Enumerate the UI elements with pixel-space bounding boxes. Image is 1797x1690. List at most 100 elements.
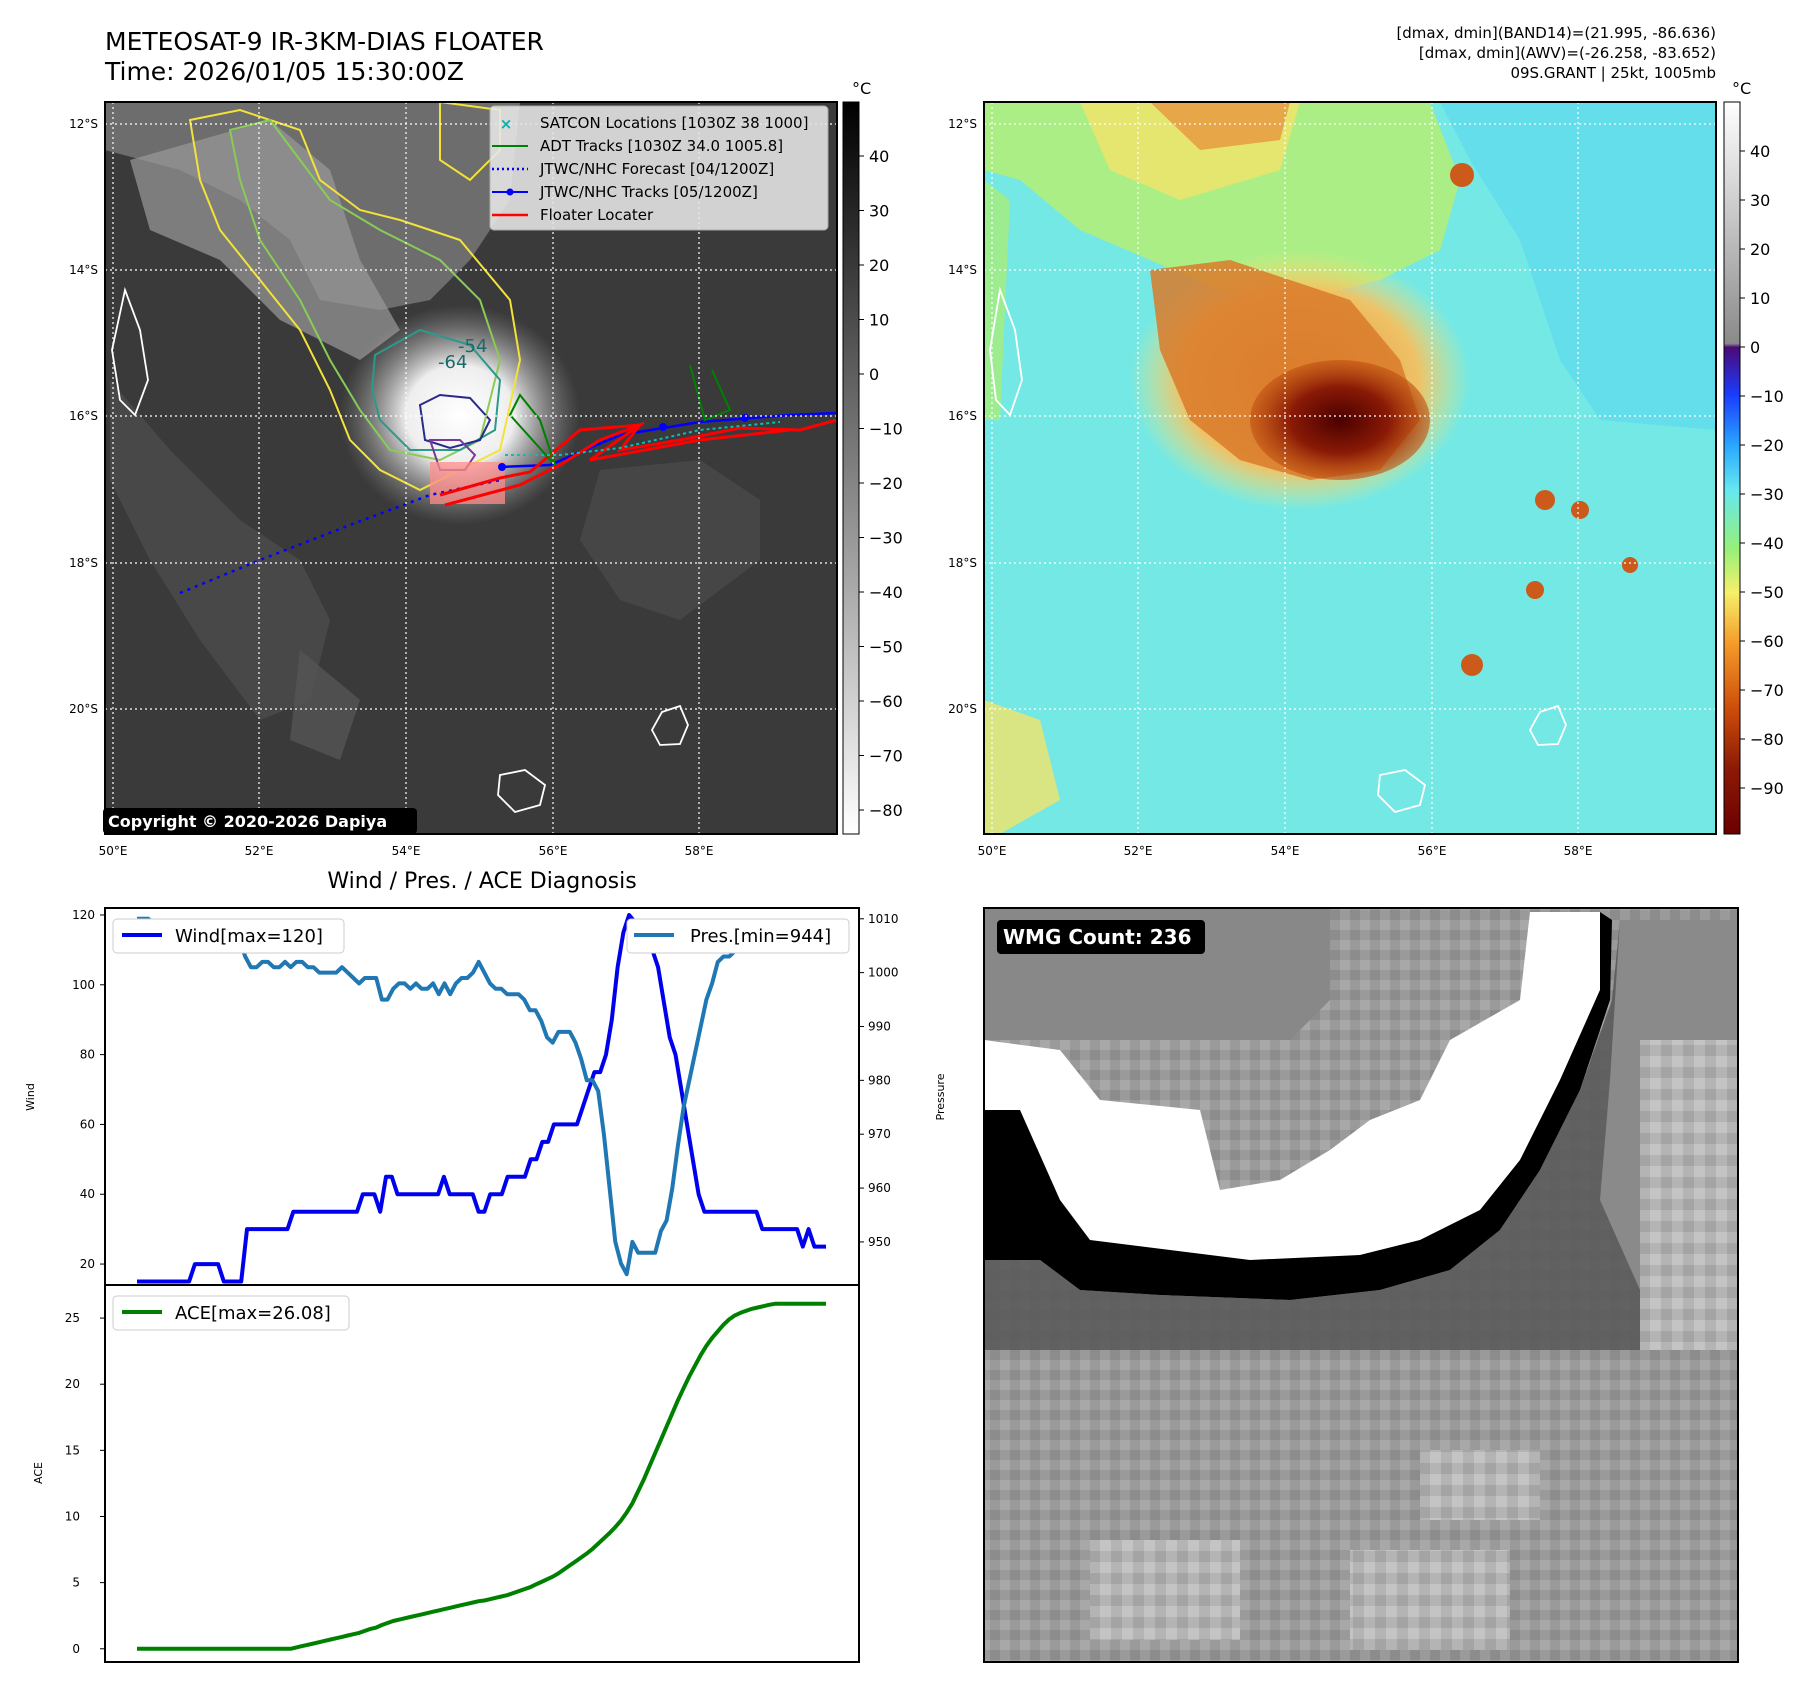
ace-axis-label: ACE xyxy=(32,1462,45,1484)
legend-tracks-label: JTWC/NHC Tracks [05/1200Z] xyxy=(539,183,758,201)
pressure-tick-label: 950 xyxy=(868,1235,891,1249)
colorbar-tick-label: −20 xyxy=(1750,436,1784,455)
wind-legend-label: Wind[max=120] xyxy=(175,926,323,947)
wind-tick-label: 60 xyxy=(80,1117,95,1131)
colorbar-tick-label: −60 xyxy=(1750,632,1784,651)
info-line-3: 09S.GRANT | 25kt, 1005mb xyxy=(1510,64,1716,82)
pressure-tick-label: 980 xyxy=(868,1073,891,1087)
pressure-tick-label: 970 xyxy=(868,1127,891,1141)
pressure-legend: Pres.[min=944] xyxy=(626,918,850,954)
pressure-tick-label: 960 xyxy=(868,1181,891,1195)
colorbar-tick-label: 0 xyxy=(1750,338,1760,357)
ace-y-axis: 0 5 10 15 20 25 xyxy=(65,1311,105,1656)
lon-label: 50°E xyxy=(99,844,128,858)
colorbar-tick-label: −40 xyxy=(1750,534,1784,553)
wmg-count-box xyxy=(997,920,1205,954)
diagnosis-title: Wind / Pres. / ACE Diagnosis xyxy=(327,869,636,894)
ace-line xyxy=(137,1301,826,1651)
gridlines xyxy=(105,102,837,834)
wind-axis-label: Wind xyxy=(24,1083,37,1111)
legend-adt: ADT Tracks [1030Z 34.0 1005.8] xyxy=(492,137,783,155)
right-colorbar-unit: °C xyxy=(1732,79,1751,98)
right-map-lat-labels: 12°S 14°S 16°S 18°S 20°S xyxy=(948,117,977,716)
colorbar-tick-label: 10 xyxy=(1750,289,1770,308)
colorbar-tick-label: 40 xyxy=(869,147,889,166)
wind-legend: Wind[max=120] xyxy=(112,918,345,954)
right-colorbar: °C 40 30 20 10 0 −10 −20 −30 −40 −50 −60 −70 −80 −90 xyxy=(1723,79,1784,835)
wind-series-line xyxy=(137,913,826,1284)
lat-label: 18°S xyxy=(69,556,98,570)
colorbar-tick-label: −30 xyxy=(869,529,903,548)
lon-label: 52°E xyxy=(245,844,274,858)
lon-label: 58°E xyxy=(1564,844,1593,858)
wind-pressure-lines xyxy=(137,913,826,1284)
legend-floater-label: Floater Locater xyxy=(540,206,654,224)
lon-label: 56°E xyxy=(1418,844,1447,858)
left-map-lat-labels: 12°S 14°S 16°S 18°S 20°S xyxy=(69,117,98,716)
copyright-box xyxy=(103,808,417,834)
left-colorbar: °C 40 30 20 10 0 −10 −20 −30 −40 −50 −60 −70 −80 xyxy=(842,79,903,835)
legend-adt-label: ADT Tracks [1030Z 34.0 1005.8] xyxy=(540,137,783,155)
pressure-tick-label: 1010 xyxy=(868,912,899,926)
legend-tracks: JTWC/NHC Tracks [05/1200Z] xyxy=(492,183,758,201)
colorbar-tick-label: −90 xyxy=(1750,779,1784,798)
lat-label: 16°S xyxy=(948,409,977,423)
storm-tracks xyxy=(179,364,838,595)
ace-series-line xyxy=(137,1301,826,1651)
wind-tick-label: 20 xyxy=(80,1257,95,1271)
islands xyxy=(111,286,689,814)
left-colorbar-unit: °C xyxy=(852,79,871,98)
color-map-panel xyxy=(983,101,1717,835)
pressure-tick-label: 990 xyxy=(868,1019,891,1033)
colorbar-tick-label: −70 xyxy=(869,747,903,766)
ace-tick-label: 25 xyxy=(65,1311,80,1325)
colorbar-tick-label: 20 xyxy=(869,256,889,275)
colorbar-tick-label: 10 xyxy=(869,311,889,330)
lat-label: 12°S xyxy=(948,117,977,131)
lat-label: 12°S xyxy=(69,117,98,131)
colorbar-tick-label: −70 xyxy=(1750,681,1784,700)
wind-tick-label: 100 xyxy=(72,978,95,992)
contour-label-2: -54 xyxy=(458,336,487,357)
colorbar-tick-label: 30 xyxy=(869,202,889,221)
colorbar-tick-label: −80 xyxy=(1750,730,1784,749)
ace-chart: 0 5 10 15 20 25 ACE ACE[max=26.08] xyxy=(32,1284,860,1663)
info-line-2: [dmax, dmin](AWV)=(-26.258, -83.652) xyxy=(1419,44,1716,62)
left-map-lon-labels: 50°E 52°E 54°E 56°E 58°E xyxy=(99,844,714,858)
ace-tick-label: 0 xyxy=(72,1642,80,1656)
wind-tick-label: 120 xyxy=(72,908,95,922)
svg-text:×: × xyxy=(500,115,513,133)
colorbar-tick-label: −50 xyxy=(1750,583,1784,602)
wind-y-axis: 20 40 60 80 100 120 xyxy=(72,908,105,1271)
pressure-series-line xyxy=(137,916,826,1277)
figure-title-line1: METEOSAT-9 IR-3KM-DIAS FLOATER xyxy=(105,27,544,56)
islands-right xyxy=(989,286,1567,814)
legend-satcon-label: SATCON Locations [1030Z 38 1000] xyxy=(540,114,808,132)
colorbar-tick-label: −60 xyxy=(869,692,903,711)
wmg-count-label: WMG Count: 236 xyxy=(1003,925,1192,949)
legend-floater: Floater Locater xyxy=(492,206,654,224)
gridlines-right xyxy=(984,102,1716,834)
colorbar-tick-label: 30 xyxy=(1750,191,1770,210)
left-colorbar-ticks: 40 30 20 10 0 −10 −20 −30 −40 −50 −60 −70 −80 xyxy=(859,147,903,820)
colorbar-tick-label: 20 xyxy=(1750,240,1770,259)
wind-tick-label: 80 xyxy=(80,1048,95,1062)
lat-label: 14°S xyxy=(69,263,98,277)
colorbar-tick-label: 40 xyxy=(1750,142,1770,161)
colorbar-tick-label: 0 xyxy=(869,365,879,384)
lat-label: 18°S xyxy=(948,556,977,570)
right-colorbar-ticks: 40 30 20 10 0 −10 −20 −30 −40 −50 −60 −70 −80 −90 xyxy=(1740,142,1784,798)
lon-label: 54°E xyxy=(1271,844,1300,858)
colorbar-tick-label: −10 xyxy=(869,420,903,439)
ir-cloud-fields xyxy=(105,102,760,760)
lon-label: 58°E xyxy=(685,844,714,858)
legend-forecast-label: JTWC/NHC Forecast [04/1200Z] xyxy=(539,160,774,178)
lat-label: 20°S xyxy=(948,702,977,716)
legend-satcon: × SATCON Locations [1030Z 38 1000] xyxy=(500,114,809,133)
pressure-y-axis: 950 960 970 980 990 1000 1010 xyxy=(859,912,899,1249)
ace-tick-label: 10 xyxy=(65,1509,80,1523)
colorbar-tick-label: −80 xyxy=(869,801,903,820)
pressure-axis-label: Pressure xyxy=(934,1073,947,1120)
ace-legend: ACE[max=26.08] xyxy=(112,1295,350,1331)
